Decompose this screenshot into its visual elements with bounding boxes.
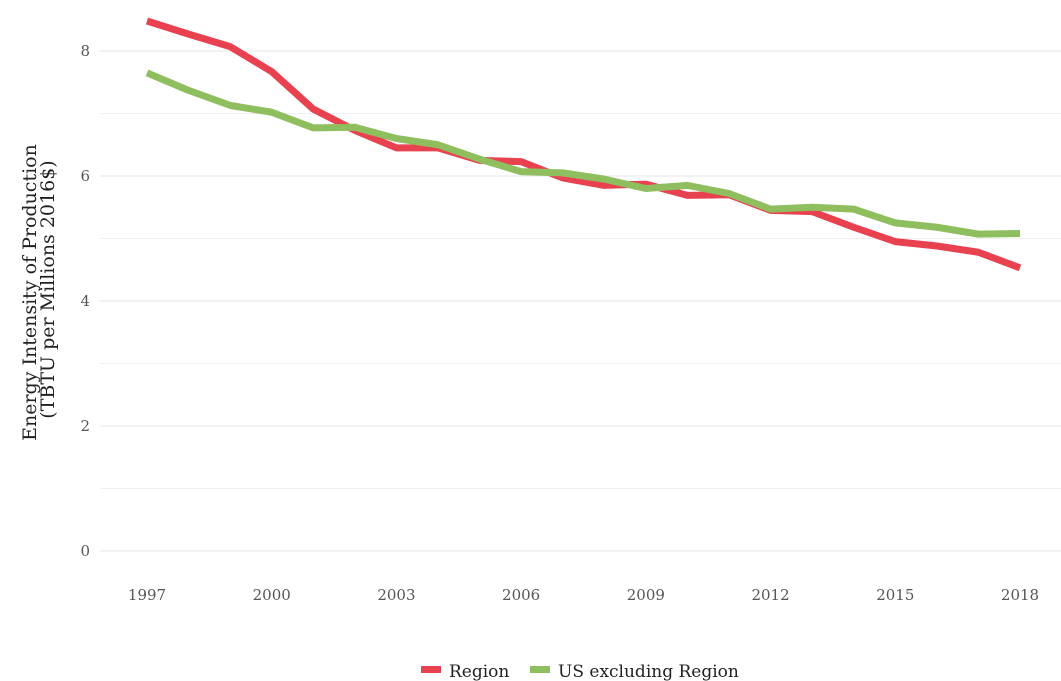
y-tick-label: 6 [80,167,90,185]
grid [100,50,1061,552]
y-axis-ticks: 0 2 4 6 8 [80,42,90,560]
legend-swatch-region [421,666,441,673]
x-tick-label: 2006 [502,586,540,604]
y-axis-label-line-1: Energy Intensity of Production [19,144,41,441]
y-tick-label: 8 [80,42,90,60]
y-tick-label: 0 [80,542,90,560]
legend-label-region: Region [449,662,509,681]
y-axis-label-line-2: (TBTU per Millions 2016$) [37,160,59,418]
y-tick-label: 2 [80,417,90,435]
x-tick-label: 2003 [377,586,415,604]
series-lines [145,17,1022,272]
x-tick-label: 2012 [751,586,789,604]
y-axis-label: Energy Intensity of Production (TBTU per… [19,138,59,441]
legend-swatch-us-excluding-region [530,666,550,673]
x-axis-ticks: 1997 2000 2003 2006 2009 2012 2015 2018 [128,586,1039,604]
x-tick-label: 2015 [876,586,914,604]
x-tick-label: 2000 [253,586,291,604]
legend-label-us-excluding-region: US excluding Region [558,662,739,681]
x-tick-label: 2018 [1001,586,1039,604]
legend: Region US excluding Region [421,662,739,681]
series-line-us-excluding-region [145,69,1021,238]
series-line-region [145,17,1022,272]
x-tick-label: 1997 [128,586,166,604]
y-tick-label: 4 [80,292,90,310]
x-tick-label: 2009 [627,586,665,604]
